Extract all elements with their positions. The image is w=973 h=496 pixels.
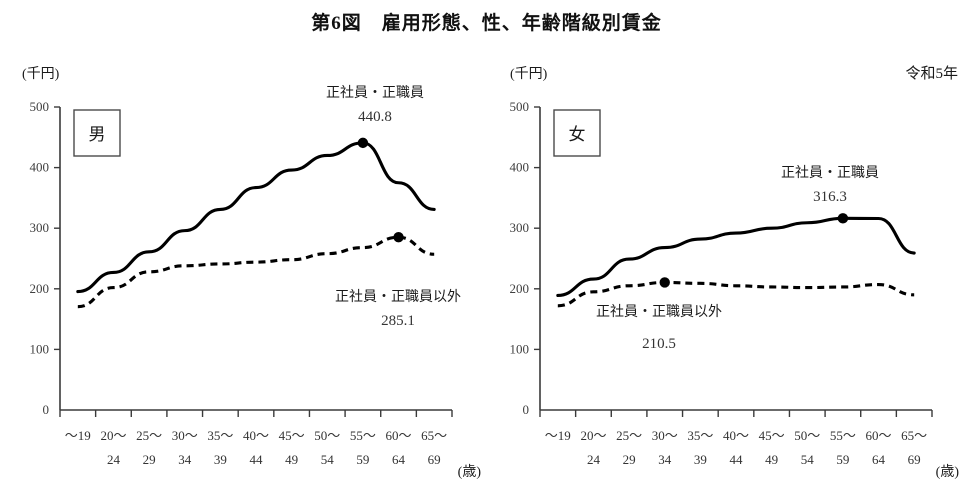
x-tick-label-top-female: 20～ — [580, 428, 606, 443]
y-tick-label-female: 300 — [510, 220, 530, 235]
x-tick-label-top-female: 35～ — [687, 428, 713, 443]
y-tick-label-male: 300 — [30, 220, 50, 235]
x-tick-label-bottom-male: 49 — [285, 452, 298, 467]
x-tick-label-top-male: 30～ — [172, 428, 198, 443]
x-tick-label-bottom-female: 64 — [872, 452, 886, 467]
y-tick-label-female: 500 — [510, 99, 530, 114]
y-tick-label-male: 400 — [30, 160, 50, 175]
x-tick-label-top-female: ～19 — [545, 428, 571, 443]
x-tick-label-bottom-male: 54 — [321, 452, 335, 467]
series-line-regular-male — [76, 141, 436, 294]
series-value-regular-male: 440.8 — [358, 109, 392, 125]
x-axis-unit-female: (歳) — [936, 464, 960, 480]
x-tick-label-bottom-female: 24 — [587, 452, 601, 467]
x-tick-label-top-female: 55～ — [830, 428, 856, 443]
series-line-regular-female — [556, 216, 916, 298]
y-tick-label-male: 200 — [30, 281, 50, 296]
x-tick-label-bottom-female: 34 — [658, 452, 672, 467]
y-axis-female: 500 400 300 200 100 0 — [510, 99, 541, 417]
series-label-regular-female: 正社員・正職員 — [781, 165, 879, 181]
x-tick-label-top-female: 30～ — [652, 428, 678, 443]
x-tick-label-top-male: 45～ — [279, 428, 305, 443]
x-tick-label-top-female: 45～ — [759, 428, 785, 443]
series-line-nonregular-female — [557, 280, 915, 308]
series-group-male — [76, 137, 436, 309]
y-tick-label-female: 400 — [510, 160, 530, 175]
sex-box-label-female: 女 — [569, 125, 586, 144]
series-marker-nonregular-male — [393, 232, 404, 243]
x-axis-unit-male: (歳) — [458, 464, 482, 480]
x-tick-label-top-male: 40～ — [243, 428, 269, 443]
y-tick-label-female: 200 — [510, 281, 530, 296]
y-tick-label-male: 0 — [43, 402, 50, 417]
x-tick-label-bottom-female: 59 — [836, 452, 849, 467]
x-tick-label-top-male: 20～ — [100, 428, 126, 443]
series-label-nonregular-female: 正社員・正職員以外 — [596, 304, 722, 320]
sex-box-label-male: 男 — [89, 125, 106, 144]
x-tick-label-top-female: 65～ — [901, 428, 927, 443]
page-title: 第6図 雇用形態、性、年齢階級別賃金 — [311, 13, 662, 34]
y-tick-label-female: 100 — [510, 341, 530, 356]
series-marker-nonregular-female — [659, 277, 670, 288]
x-tick-label-top-male: 50～ — [314, 428, 340, 443]
chart-svg-female: (千円) 令和5年 500 400 300 200 100 0 ～19 20～ 24 25～ 29… — [510, 65, 960, 480]
sex-box-rect-male — [73, 109, 121, 157]
x-tick-label-bottom-female: 44 — [730, 452, 744, 467]
x-tick-label-bottom-male: 34 — [178, 452, 192, 467]
x-tick-label-bottom-male: 29 — [143, 452, 156, 467]
y-axis-male: 500 400 300 200 100 0 — [30, 99, 61, 417]
y-tick-label-male: 500 — [30, 99, 50, 114]
chart-panel-male: (千円) 500 400 300 200 100 0 ～19 20～ 24 25～ 29 30～ 34… — [0, 52, 495, 492]
series-label-regular-male: 正社員・正職員 — [326, 85, 424, 101]
x-tick-label-bottom-male: 39 — [214, 452, 227, 467]
x-tick-label-top-female: 25～ — [616, 428, 642, 443]
x-tick-label-bottom-male: 59 — [356, 452, 369, 467]
period-label: 令和5年 — [905, 65, 958, 82]
y-tick-label-male: 100 — [30, 341, 50, 356]
x-tick-label-bottom-female: 49 — [765, 452, 778, 467]
x-tick-label-bottom-female: 54 — [801, 452, 815, 467]
x-axis-female: ～19 20～ 24 25～ 29 30～ 34 35～ 39 40～ 44 45～ 49 50～ 54 55… — [539, 409, 933, 467]
sex-box-rect-female — [553, 109, 601, 157]
x-tick-label-top-male: 55～ — [350, 428, 376, 443]
x-tick-label-top-male: 25～ — [136, 428, 162, 443]
x-tick-label-bottom-female: 39 — [694, 452, 707, 467]
series-value-nonregular-female: 210.5 — [642, 336, 676, 352]
series-value-regular-female: 316.3 — [813, 189, 847, 205]
x-tick-label-top-male: ～19 — [65, 428, 91, 443]
y-tick-label-female: 0 — [523, 402, 530, 417]
y-axis-unit-male: (千円) — [22, 66, 60, 82]
x-axis-male: ～19 20～ 24 25～ 29 30～ 34 35～ 39 40～ 44 45～ 49 50～ 54 55… — [59, 409, 453, 467]
sex-box-female: 女 — [553, 109, 601, 157]
x-tick-label-bottom-male: 44 — [250, 452, 264, 467]
x-tick-label-top-male: 65～ — [421, 428, 447, 443]
x-tick-label-top-male: 60～ — [386, 428, 412, 443]
chart-svg-male: (千円) 500 400 300 200 100 0 ～19 20～ 24 25～ 29 30～ 34… — [22, 66, 482, 480]
series-label-nonregular-male: 正社員・正職員以外 — [335, 289, 461, 305]
x-tick-label-bottom-female: 69 — [908, 452, 921, 467]
x-tick-label-top-male: 35～ — [207, 428, 233, 443]
chart-panel-female: (千円) 令和5年 500 400 300 200 100 0 ～19 20～ 24 25～ 29… — [488, 52, 973, 492]
series-marker-regular-female — [837, 213, 849, 224]
x-tick-label-bottom-male: 24 — [107, 452, 121, 467]
x-tick-label-top-female: 50～ — [794, 428, 820, 443]
x-tick-label-bottom-male: 64 — [392, 452, 406, 467]
x-tick-label-top-female: 40～ — [723, 428, 749, 443]
x-tick-label-bottom-female: 29 — [623, 452, 636, 467]
y-axis-unit-female: (千円) — [510, 66, 548, 82]
series-marker-regular-male — [357, 137, 369, 149]
x-tick-label-top-female: 60～ — [866, 428, 892, 443]
series-value-nonregular-male: 285.1 — [381, 313, 415, 329]
series-group-female — [556, 213, 916, 308]
sex-box-male: 男 — [73, 109, 121, 157]
x-tick-label-bottom-male: 69 — [428, 452, 441, 467]
